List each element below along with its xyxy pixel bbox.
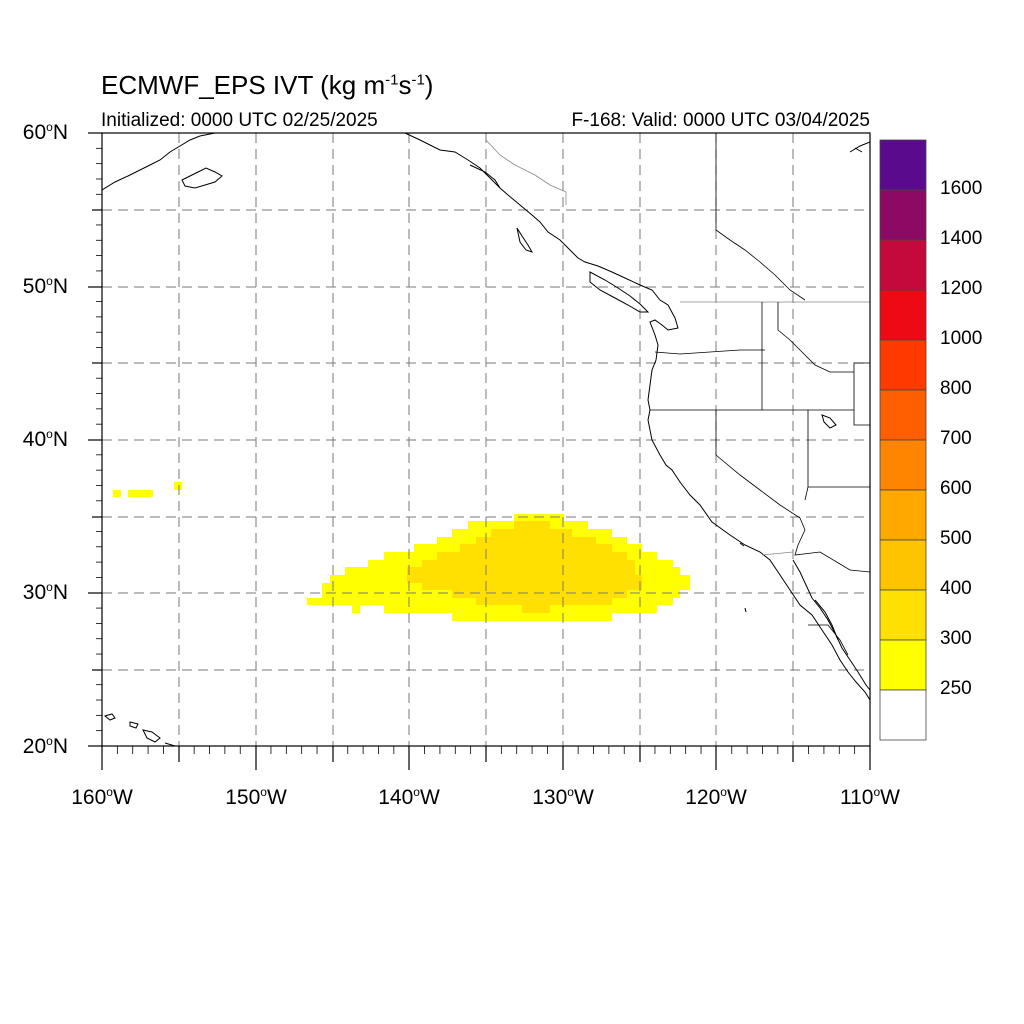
political-borders xyxy=(485,133,870,656)
ivt-shade-250-islet xyxy=(174,482,182,490)
lat-label-60n: 60oN xyxy=(22,120,68,144)
colorbar-label: 1600 xyxy=(940,178,983,199)
colorbar-label: 700 xyxy=(940,428,972,449)
graticule xyxy=(102,133,870,746)
lon-label-130w: 130oW xyxy=(532,785,594,809)
ivt-shade-300 xyxy=(407,521,642,613)
colorbar-label: 600 xyxy=(940,478,972,499)
colorbar-swatch xyxy=(879,389,927,441)
colorbar-swatch xyxy=(879,589,927,641)
ivt-shade-250-islet xyxy=(128,490,153,497)
colorbar-swatch xyxy=(879,689,927,741)
colorbar-label: 800 xyxy=(940,378,972,399)
colorbar-swatch xyxy=(879,189,927,241)
ivt-field xyxy=(113,482,690,621)
colorbar-label: 500 xyxy=(940,528,972,549)
colorbar-swatch xyxy=(879,489,927,541)
colorbar-label: 250 xyxy=(940,678,972,699)
coastlines xyxy=(102,133,870,746)
lat-label-30n: 30oN xyxy=(22,580,68,604)
colorbar-swatch xyxy=(879,239,927,291)
colorbar-label: 300 xyxy=(940,628,972,649)
valid-time-label: F-168: Valid: 0000 UTC 03/04/2025 xyxy=(571,110,870,131)
colorbar xyxy=(879,139,927,741)
colorbar-swatch xyxy=(879,539,927,591)
map-frame xyxy=(88,132,871,770)
colorbar-label: 1200 xyxy=(940,278,983,299)
map-title: ECMWF_EPS IVT (kg m-1s-1) xyxy=(101,70,434,100)
ivt-shade-250-islet xyxy=(113,490,121,497)
lon-label-120w: 120oW xyxy=(685,785,747,809)
lon-label-110w: 110oW xyxy=(840,785,900,809)
lat-label-20n: 20oN xyxy=(22,734,68,758)
lon-label-150w: 150oW xyxy=(225,785,287,809)
colorbar-label: 1400 xyxy=(940,228,983,249)
init-time-label: Initialized: 0000 UTC 02/25/2025 xyxy=(101,110,378,131)
colorbar-swatch xyxy=(879,439,927,491)
colorbar-swatch xyxy=(879,289,927,341)
lon-label-160w: 160oW xyxy=(71,785,133,809)
colorbar-label: 1000 xyxy=(940,328,983,349)
lon-label-140w: 140oW xyxy=(378,785,440,809)
minor-ticks xyxy=(96,147,856,754)
lat-label-40n: 40oN xyxy=(22,427,68,451)
colorbar-swatch xyxy=(879,639,927,691)
lat-label-50n: 50oN xyxy=(22,274,68,298)
colorbar-swatch xyxy=(879,339,927,391)
colorbar-label: 400 xyxy=(940,578,972,599)
colorbar-swatch xyxy=(879,139,927,191)
